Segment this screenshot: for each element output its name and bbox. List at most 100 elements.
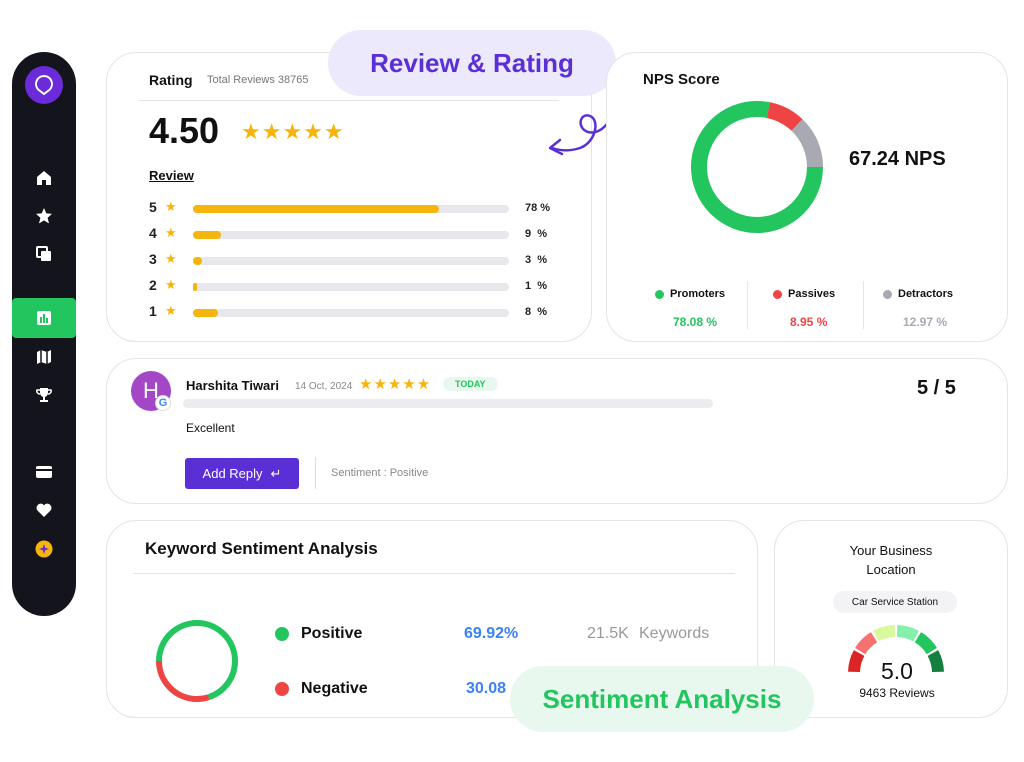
rating-bar-fill [193, 231, 222, 239]
rating-bar [193, 283, 509, 291]
nps-title: NPS Score [643, 71, 720, 88]
legend-label: Detractors [898, 288, 954, 300]
sidebar [12, 52, 76, 616]
legend-value: 78.08 % [673, 315, 718, 329]
business-title-line2: Location [866, 562, 916, 577]
heart-icon[interactable] [12, 496, 76, 524]
gauge-segment [873, 625, 896, 642]
add-reply-label: Add Reply [202, 466, 263, 481]
rating-row-stars: 1 [149, 303, 157, 319]
rating-row-percent: 9 % [525, 228, 548, 240]
app-logo[interactable] [25, 66, 63, 104]
home-icon[interactable] [12, 164, 76, 192]
review-card: H G Harshita Tiwari 14 Oct, 2024 ★★★★★ T… [106, 358, 1008, 504]
star-icon: ★ [165, 251, 177, 266]
review-stars: ★★★★★ [359, 376, 432, 393]
business-reviews: 9463 Reviews [859, 686, 935, 700]
rating-bar-fill [193, 309, 219, 317]
rating-bar-fill [193, 257, 203, 265]
category-chip: Car Service Station [833, 591, 957, 613]
map-icon[interactable] [12, 343, 76, 371]
keyword-segment-negative [156, 620, 238, 702]
star-icon: ★ [165, 277, 177, 292]
promoters-dot [655, 289, 664, 299]
add-reply-button[interactable]: Add Reply ↵ [185, 458, 299, 489]
legend-value: 12.97 % [903, 315, 948, 329]
sparkle-icon[interactable] [12, 535, 76, 563]
rating-bar-fill [193, 205, 440, 213]
star-icon: ★ [165, 199, 177, 214]
review-rating-callout: Review & Rating [328, 30, 616, 96]
copy-icon[interactable] [12, 240, 76, 268]
keyword-donut-chart [156, 620, 238, 702]
chart-icon[interactable] [12, 298, 76, 338]
positive-label: Positive [301, 625, 363, 642]
rating-stars: ★★★★★ [241, 119, 345, 144]
today-badge: TODAY [443, 377, 498, 391]
legend-label: Promoters [670, 288, 726, 300]
google-icon: G [155, 395, 171, 411]
star-icon: ★ [165, 225, 177, 240]
gauge-segment [914, 632, 937, 655]
rating-bar [193, 231, 509, 239]
review-text: Excellent [186, 421, 235, 435]
rating-score: 4.50 [149, 110, 220, 151]
rating-bar [193, 309, 509, 317]
curly-arrow-icon [548, 94, 616, 156]
total-reviews: Total Reviews 38765 [207, 74, 309, 86]
rating-row-percent: 3 % [525, 254, 548, 266]
passives-dot [773, 289, 782, 299]
positive-count: 21.5K [587, 625, 629, 642]
nps-segment-detractors [691, 101, 823, 233]
rating-row-percent: 1 % [525, 280, 548, 292]
negative-dot [275, 682, 289, 696]
legend-passives: Passives [773, 288, 835, 300]
review-score: 5 / 5 [917, 377, 956, 399]
divider [747, 281, 748, 329]
reply-icon: ↵ [270, 465, 282, 481]
trophy-icon[interactable] [12, 381, 76, 409]
rating-row-stars: 3 [149, 251, 157, 267]
nps-donut-chart [691, 101, 823, 233]
business-title-line1: Your Business [849, 543, 933, 558]
legend-detractors: Detractors [883, 288, 953, 300]
legend-label: Passives [788, 288, 836, 300]
detractors-dot [883, 289, 892, 299]
card-icon[interactable] [12, 458, 76, 486]
rating-row-stars: 4 [149, 225, 157, 241]
divider [139, 100, 559, 101]
rating-bar [193, 205, 509, 213]
rating-row-percent: 8 % [525, 306, 548, 318]
business-location-card: Your Business Location Car Service Stati… [774, 520, 1008, 718]
legend-value: 8.95 % [790, 315, 828, 329]
nps-card: NPS Score 67.24 NPS Promoters 78.08 % Pa… [606, 52, 1008, 342]
sentiment-analysis-callout: Sentiment Analysis [510, 666, 814, 732]
gauge-segment [927, 650, 944, 673]
negative-percent: 30.08 [466, 680, 507, 697]
rating-bar-fill [193, 283, 197, 291]
positive-dot [275, 627, 289, 641]
rating-card: Rating Total Reviews 38765 4.50 ★★★★★ Re… [106, 52, 592, 342]
business-score: 5.0 [881, 658, 913, 684]
review-heading: Review [149, 168, 194, 183]
reviewer-name: Harshita Tiwari [186, 378, 279, 393]
negative-label: Negative [301, 680, 368, 697]
gauge-segment [848, 650, 865, 673]
review-date: 14 Oct, 2024 [295, 381, 353, 392]
keyword-title: Keyword Sentiment Analysis [145, 539, 378, 558]
gauge-segment [855, 632, 878, 655]
rating-gauge [848, 625, 944, 673]
location-pin-icon [35, 74, 53, 96]
positive-percent: 69.92% [464, 625, 519, 642]
star-icon: ★ [165, 303, 177, 318]
star-icon[interactable] [12, 202, 76, 230]
rating-title: Rating [149, 72, 193, 88]
sentiment-label: Sentiment : Positive [331, 467, 429, 479]
keywords-unit: Keywords [639, 625, 710, 642]
divider [315, 457, 316, 489]
rating-bar [193, 257, 509, 265]
divider [863, 281, 864, 329]
gauge-segment [896, 625, 919, 642]
rating-row-stars: 2 [149, 277, 157, 293]
text-placeholder [183, 399, 713, 408]
